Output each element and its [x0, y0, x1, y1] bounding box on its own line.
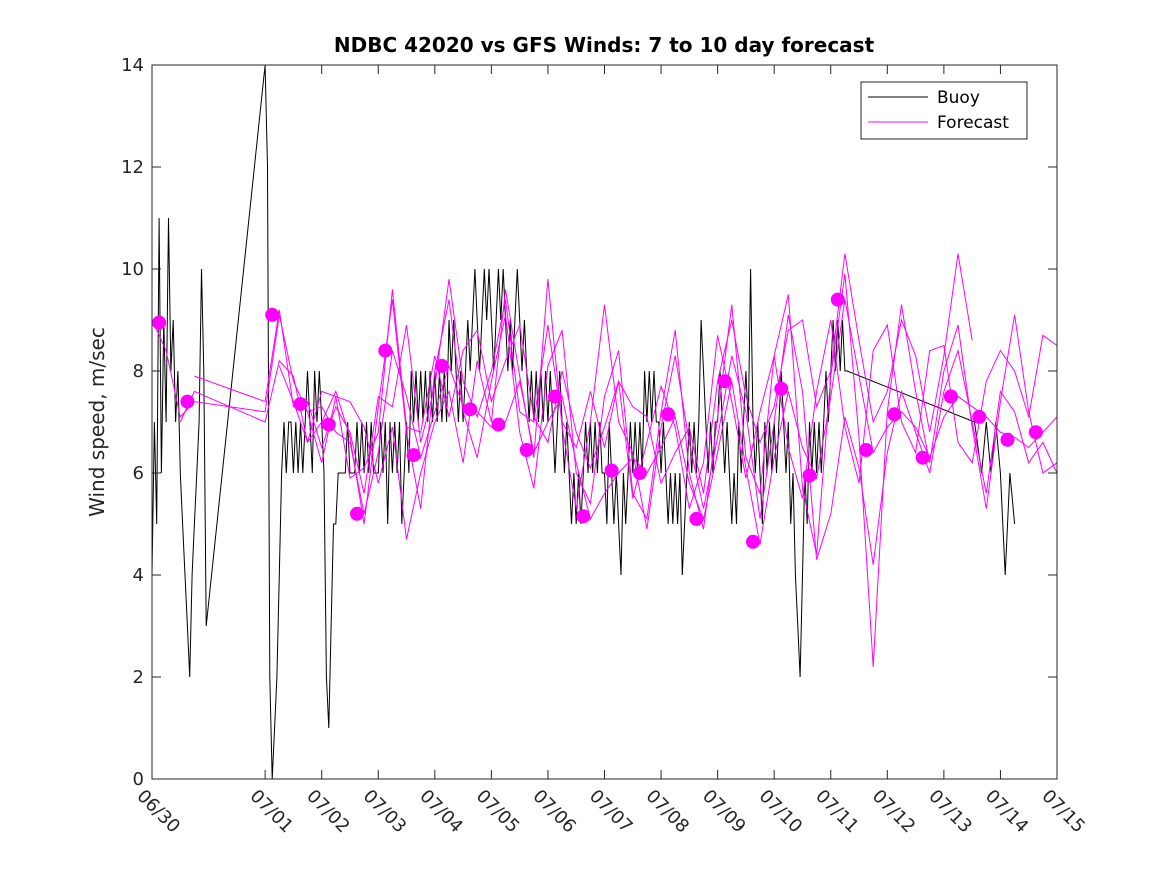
y-tick-label: 6: [133, 463, 144, 484]
forecast-marker-29: [1000, 432, 1015, 447]
forecast-marker-18: [689, 511, 704, 526]
forecast-line-3: [194, 279, 1058, 509]
y-tick-label: 2: [133, 667, 144, 688]
forecast-marker-24: [859, 443, 874, 457]
forecast-marker-21: [774, 381, 789, 396]
forecast-marker-2: [180, 394, 195, 409]
y-tick-label: 12: [121, 157, 144, 178]
chart-title: NDBC 42020 vs GFS Winds: 7 to 10 day for…: [334, 33, 875, 57]
legend-buoy-label: Buoy: [937, 88, 980, 108]
forecast-marker-27: [943, 389, 958, 404]
forecast-marker-20: [746, 534, 760, 549]
y-axis: 0 2 4 6 8 10 12 14: [121, 55, 1057, 790]
forecast-marker-22: [802, 468, 817, 483]
y-tick-label: 10: [121, 259, 144, 280]
legend-forecast-label: Forecast: [937, 113, 1009, 133]
y-tick-label: 8: [133, 361, 144, 382]
forecast-marker-14: [576, 509, 591, 524]
forecast-marker-23: [830, 292, 845, 307]
forecast-marker-28: [972, 409, 987, 424]
forecast-marker-19: [717, 374, 732, 389]
forecast-line-1: [151, 299, 1058, 545]
forecast-marker-1: [152, 315, 167, 330]
forecast-marker-26: [915, 450, 930, 465]
forecast-marker-9: [434, 358, 449, 373]
forecast-marker-3: [265, 307, 280, 322]
forecast-marker-7: [378, 343, 393, 358]
chart-marks: [151, 64, 1058, 780]
forecast-marker-11: [491, 417, 506, 432]
forecast-marker-16: [632, 466, 647, 480]
forecast-marker-17: [661, 407, 676, 422]
forecast-marker-5: [321, 417, 336, 432]
y-axis-label: Wind speed, m/sec: [85, 327, 109, 517]
forecast-line-5: [307, 279, 1058, 565]
forecast-marker-30: [1028, 425, 1043, 440]
forecast-marker-25: [887, 407, 902, 422]
forecast-marker-15: [604, 463, 619, 478]
forecast-line-4: [278, 274, 1058, 667]
forecast-marker-8: [406, 448, 421, 463]
forecast-marker-12: [519, 443, 534, 457]
y-tick-label: 0: [133, 769, 144, 790]
legend: Buoy Forecast: [860, 81, 1028, 140]
y-tick-label: 14: [121, 55, 144, 76]
forecast-marker-13: [548, 389, 562, 404]
forecast-marker-10: [463, 402, 478, 417]
legend-box: [860, 81, 1028, 140]
forecast-marker-6: [350, 506, 364, 521]
y-tick-label: 4: [133, 565, 144, 586]
forecast-marker-4: [293, 397, 308, 412]
